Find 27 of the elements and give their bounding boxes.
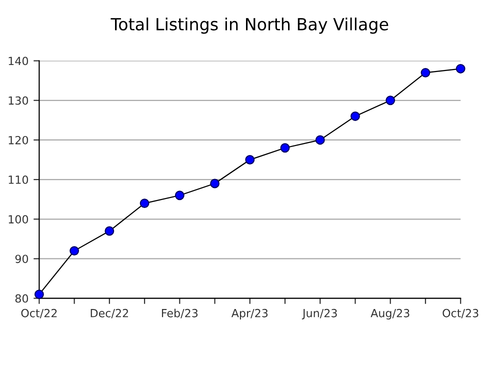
x-tick-label: Feb/23 xyxy=(162,308,198,318)
point xyxy=(174,190,184,200)
point xyxy=(386,96,396,106)
y-tick-label: 80 xyxy=(15,294,28,303)
x-tick-label: Dec/22 xyxy=(90,308,128,318)
y-tick-label: 110 xyxy=(8,176,28,184)
point xyxy=(420,68,430,78)
x-tick-label: Oct/23 xyxy=(442,308,478,318)
chart-title: Total Listings in North Bay Village xyxy=(110,18,388,34)
y-tick-label: 90 xyxy=(15,254,28,264)
point xyxy=(456,64,466,74)
point xyxy=(210,178,220,188)
x-tick-label: Oct/22 xyxy=(21,308,57,318)
x-tick-label: Apr/23 xyxy=(231,308,268,320)
y-tick-label: 130 xyxy=(8,96,28,105)
y-tick-label: 100 xyxy=(8,215,28,224)
point xyxy=(70,246,80,256)
point xyxy=(140,198,150,208)
point xyxy=(350,111,360,121)
y-tick-label: 140 xyxy=(8,56,28,66)
y-tick-label: 120 xyxy=(8,136,28,144)
point xyxy=(245,155,255,164)
x-tick-label: Jun/23 xyxy=(302,308,337,320)
point xyxy=(104,226,114,236)
point xyxy=(315,135,325,145)
point xyxy=(280,143,290,153)
x-tick-label: Aug/23 xyxy=(370,308,410,320)
